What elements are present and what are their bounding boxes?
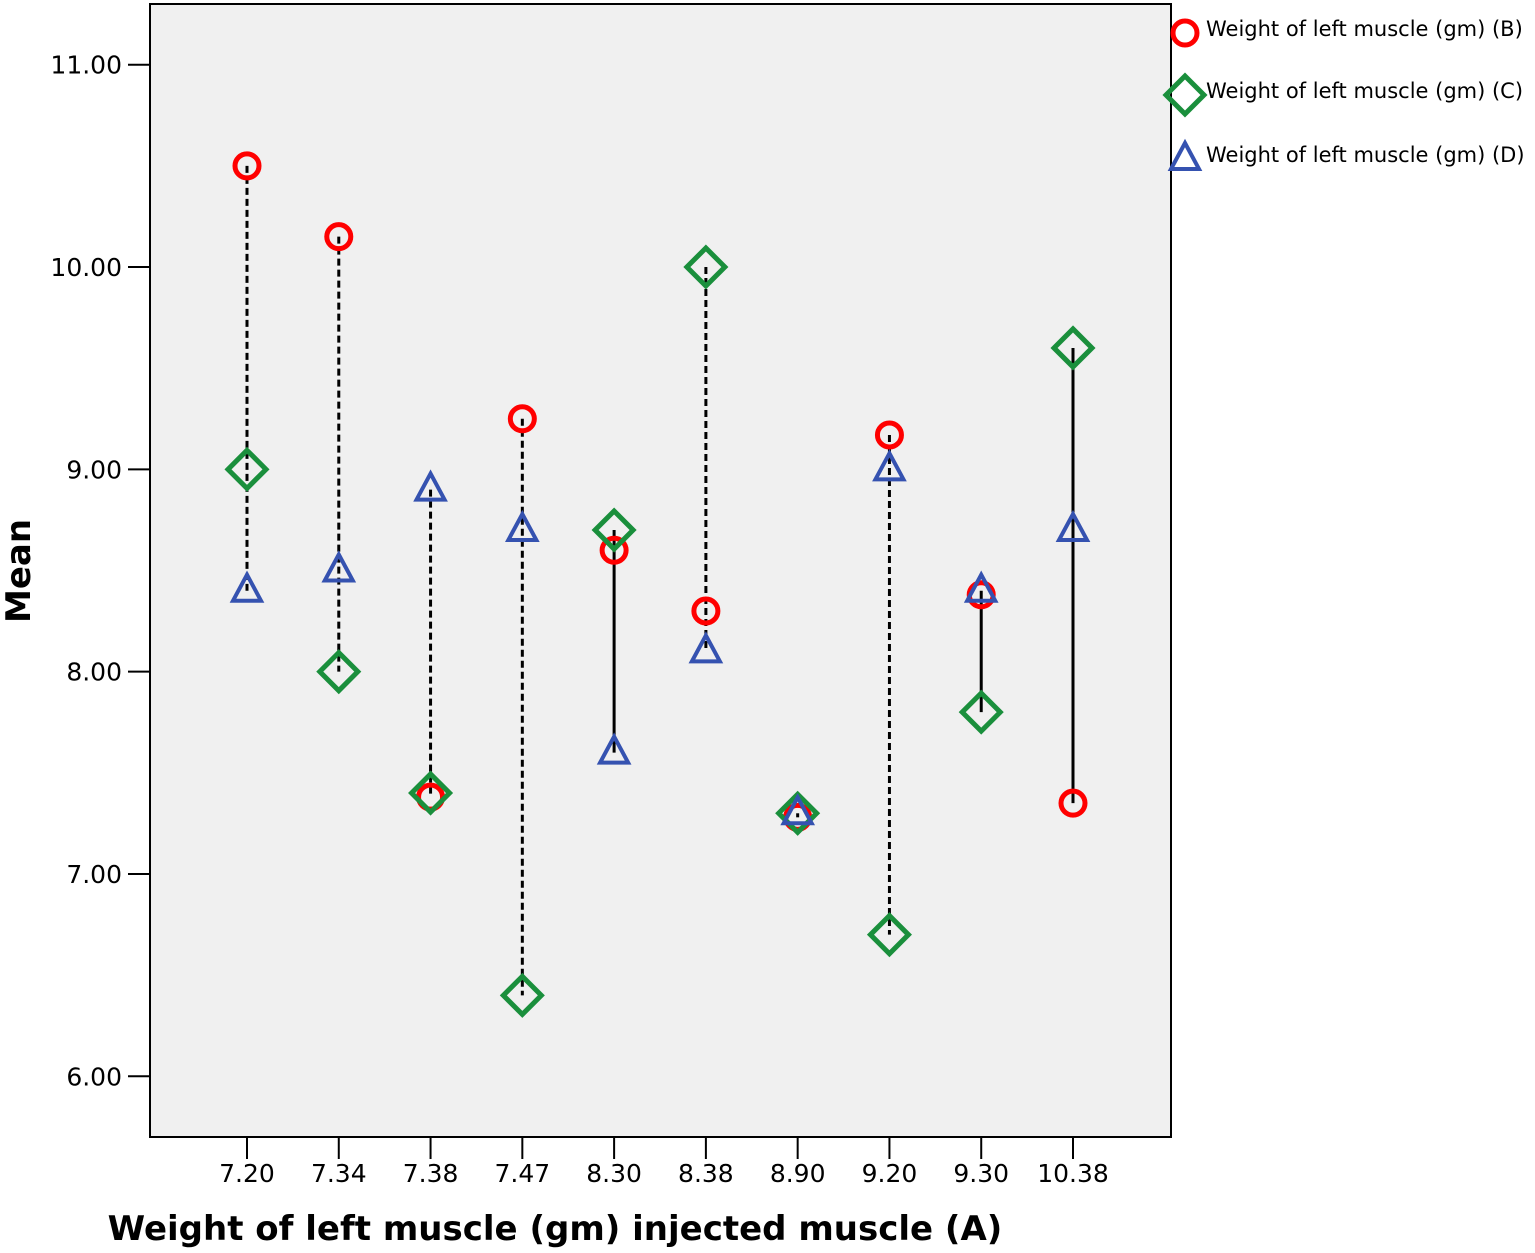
legend-label: Weight of left muscle (gm) (C) [1206, 79, 1523, 103]
series-d-point [963, 570, 999, 603]
series-c-point [1050, 325, 1096, 371]
legend-diamond-marker [1162, 72, 1208, 118]
series-d-point [504, 509, 540, 543]
series-c-point [316, 649, 362, 695]
series-c-point [866, 912, 912, 958]
data-markers [224, 151, 1096, 1018]
series-b-point [874, 420, 904, 450]
range-lines [245, 165, 1075, 996]
legend-triangle-marker [1167, 138, 1203, 171]
series-b-point [507, 404, 537, 434]
series-b-point [1058, 788, 1088, 818]
x-axis-title: Weight of left muscle (gm) injected musc… [108, 1209, 1003, 1249]
legend: Weight of left muscle (gm) (B) Weight of … [1162, 17, 1525, 171]
y-axis-title: Mean [0, 519, 39, 623]
x-tick-label: 8.30 [586, 1159, 642, 1188]
y-tick-label: 11.00 [50, 51, 122, 80]
x-axis: 7.20 7.34 7.38 7.47 8.30 8.38 8.90 9.20 9.30 10.3… [219, 1137, 1109, 1188]
series-c-point [499, 972, 545, 1018]
y-tick-label: 6.00 [66, 1062, 122, 1091]
series-d-point [413, 469, 448, 502]
y-axis: 6.00 7.00 8.00 9.00 10.00 11.00 [50, 51, 150, 1091]
series-d-point [780, 793, 816, 826]
series-d-point [596, 732, 632, 765]
series-c-point [775, 790, 821, 836]
series-d-point [688, 631, 724, 664]
x-tick-label: 9.20 [862, 1159, 918, 1188]
x-tick-label: 9.30 [953, 1159, 1009, 1188]
x-tick-label: 8.90 [770, 1159, 826, 1188]
y-tick-label: 10.00 [50, 253, 122, 282]
series-d-point [872, 449, 907, 482]
x-tick-label: 7.20 [219, 1159, 275, 1188]
legend-label: Weight of left muscle (gm) (B) [1206, 17, 1523, 41]
series-c-point [958, 689, 1004, 735]
plot-area [149, 3, 1172, 1138]
series-c-point [683, 244, 729, 290]
x-tick-label: 7.47 [494, 1159, 550, 1188]
x-tick-label: 8.38 [678, 1159, 734, 1188]
series-c-point [408, 770, 454, 816]
legend-circle-marker [1170, 18, 1200, 48]
legend-label: Weight of left muscle (gm) (D) [1206, 143, 1525, 167]
y-tick-label: 7.00 [66, 860, 122, 889]
series-d-point [321, 550, 357, 583]
series-b-point [691, 596, 721, 626]
x-tick-label: 10.38 [1037, 1159, 1109, 1188]
x-tick-label: 7.34 [311, 1159, 367, 1188]
series-d-point [1055, 509, 1091, 543]
series-c-point [591, 507, 637, 553]
series-b-point [232, 151, 262, 181]
series-c-point [224, 446, 270, 492]
y-tick-label: 9.00 [66, 455, 122, 484]
x-tick-label: 7.38 [403, 1159, 459, 1188]
series-d-point [229, 570, 265, 603]
series-b-point [324, 222, 354, 252]
y-tick-label: 8.00 [66, 658, 122, 687]
series-b-point [599, 535, 629, 565]
